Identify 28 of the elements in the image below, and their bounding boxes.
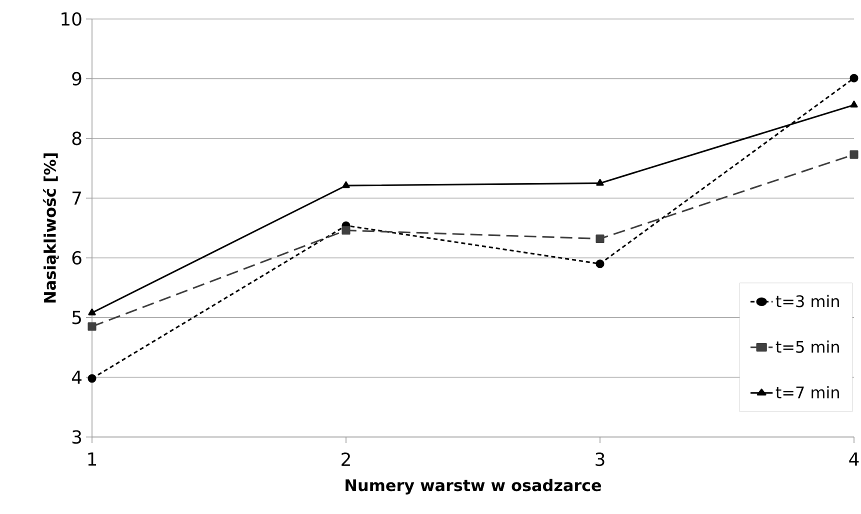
x-tick-label: 4	[849, 452, 859, 466]
point	[850, 150, 858, 159]
point	[342, 181, 350, 188]
point	[850, 74, 858, 82]
point	[342, 226, 350, 235]
legend-label: t=5 min	[776, 340, 839, 353]
y-tick-label: 7	[72, 192, 81, 205]
y-tick-label: 9	[72, 72, 82, 86]
y-tick-label: 4	[72, 370, 82, 384]
y-tick-label: 3	[72, 430, 82, 444]
point	[596, 260, 604, 268]
legend-label: t=7 min	[776, 386, 839, 398]
point	[88, 374, 96, 383]
point	[88, 322, 96, 331]
x-axis-title: Numery warstw w osadzarce	[346, 478, 602, 494]
point	[850, 100, 858, 108]
y-tick-label: 10	[62, 12, 82, 26]
x-tick-label: 2	[342, 452, 350, 466]
point	[88, 308, 96, 316]
point	[596, 234, 604, 244]
y-tick-label: 5	[72, 310, 81, 324]
legend-label: t=3 min	[776, 294, 839, 308]
point	[596, 178, 604, 186]
y-tick-label: 8	[72, 132, 82, 146]
x-tick-label: 3	[596, 452, 604, 466]
y-axis-title: Nasiąkliwość [%]	[42, 153, 59, 303]
y-tick-label: 6	[72, 251, 82, 265]
x-tick-label: 1	[88, 452, 96, 466]
